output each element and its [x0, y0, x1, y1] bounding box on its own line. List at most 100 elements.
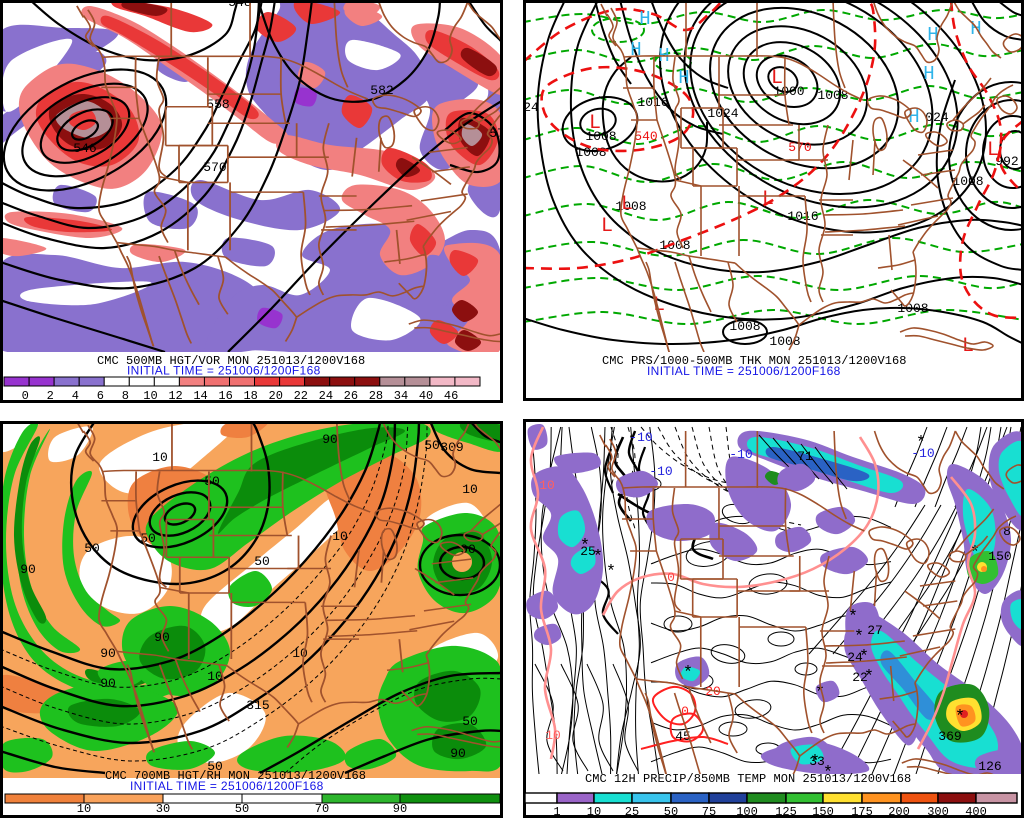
svg-text:CMC PRS/1000-500MB THK MON 251: CMC PRS/1000-500MB THK MON 251013/1200V1… [602, 354, 907, 368]
svg-text:10: 10 [539, 478, 555, 493]
svg-text:20: 20 [705, 684, 721, 699]
svg-text:*: * [815, 684, 825, 703]
svg-text:1008: 1008 [952, 174, 983, 189]
svg-text:10: 10 [207, 669, 223, 684]
svg-text:1008: 1008 [897, 301, 928, 316]
svg-text:27: 27 [867, 623, 883, 638]
svg-text:*: * [854, 628, 864, 647]
svg-text:28: 28 [369, 389, 383, 403]
svg-text:*: * [859, 648, 869, 667]
svg-text:315: 315 [246, 698, 269, 713]
svg-text:6: 6 [97, 389, 104, 403]
svg-text:400: 400 [965, 805, 987, 818]
svg-text:INITIAL TIME = 251006/1200F168: INITIAL TIME = 251006/1200F168 [127, 364, 321, 378]
svg-text:24: 24 [523, 100, 539, 115]
svg-text:50: 50 [84, 541, 100, 556]
svg-text:H: H [639, 8, 650, 30]
svg-text:CMC 500MB HGT/VOR MON 251013/1: CMC 500MB HGT/VOR MON 251013/1200V168 [97, 354, 365, 368]
svg-text:369: 369 [938, 729, 961, 744]
svg-text:22: 22 [294, 389, 308, 403]
svg-text:1008: 1008 [575, 145, 606, 160]
svg-text:90: 90 [20, 562, 36, 577]
svg-text:0: 0 [22, 389, 29, 403]
svg-text:50: 50 [235, 802, 249, 816]
svg-text:H: H [970, 18, 981, 40]
svg-text:INITIAL TIME = 251006/1200F168: INITIAL TIME = 251006/1200F168 [130, 779, 324, 793]
svg-text:50: 50 [204, 474, 220, 489]
svg-text:0: 0 [681, 704, 689, 719]
svg-text:70: 70 [315, 802, 329, 816]
svg-text:*: * [810, 753, 820, 772]
svg-text:22: 22 [852, 670, 868, 685]
svg-text:1016: 1016 [637, 95, 668, 110]
svg-text:4: 4 [72, 389, 79, 403]
svg-text:24: 24 [319, 389, 333, 403]
svg-text:*: * [970, 544, 980, 563]
svg-text:100: 100 [736, 805, 758, 818]
svg-text:582: 582 [370, 83, 393, 98]
svg-text:L: L [762, 188, 774, 211]
svg-text:H: H [678, 67, 689, 89]
svg-text:0: 0 [667, 570, 675, 585]
svg-text:L: L [589, 112, 601, 135]
svg-text:*: * [916, 434, 926, 453]
svg-text:300: 300 [927, 805, 949, 818]
svg-text:10: 10 [587, 805, 601, 818]
svg-text:34: 34 [394, 389, 408, 403]
svg-text:33: 33 [809, 754, 825, 769]
svg-text:75: 75 [702, 805, 716, 818]
svg-text:1008: 1008 [659, 238, 690, 253]
svg-text:18: 18 [243, 389, 257, 403]
svg-text:548: 548 [228, 0, 251, 10]
svg-text:L: L [771, 67, 783, 90]
svg-text:90: 90 [322, 432, 338, 447]
svg-text:50: 50 [207, 759, 223, 774]
svg-text:L: L [601, 215, 613, 238]
svg-text:50: 50 [424, 438, 440, 453]
svg-text:10: 10 [152, 450, 168, 465]
svg-text:50: 50 [462, 714, 478, 729]
svg-text:50: 50 [664, 805, 678, 818]
svg-text:1008: 1008 [585, 129, 616, 144]
svg-text:570: 570 [788, 140, 811, 155]
svg-text:126: 126 [978, 759, 1001, 774]
svg-text:14: 14 [193, 389, 207, 403]
svg-text:30: 30 [156, 802, 170, 816]
svg-text:175: 175 [851, 805, 873, 818]
svg-text:H: H [923, 63, 934, 85]
svg-text:50: 50 [254, 554, 270, 569]
svg-text:INITIAL TIME = 251006/1200F168: INITIAL TIME = 251006/1200F168 [647, 364, 841, 378]
svg-text:540: 540 [634, 129, 657, 144]
svg-text:*: * [683, 664, 693, 683]
svg-text:*: * [823, 764, 833, 783]
svg-text:-10: -10 [629, 430, 652, 445]
svg-text:024: 024 [925, 110, 949, 125]
svg-text:2: 2 [47, 389, 54, 403]
svg-text:1: 1 [553, 805, 560, 818]
svg-text:L: L [621, 193, 633, 216]
svg-text:-10: -10 [729, 447, 752, 462]
svg-text:1008: 1008 [729, 319, 760, 334]
svg-text:309: 309 [440, 440, 463, 455]
svg-text:16: 16 [218, 389, 232, 403]
svg-text:20: 20 [269, 389, 283, 403]
svg-text:1016: 1016 [787, 209, 818, 224]
svg-text:12: 12 [168, 389, 182, 403]
svg-text:90: 90 [450, 746, 466, 761]
svg-text:10: 10 [545, 728, 561, 743]
svg-text:10: 10 [332, 529, 348, 544]
svg-text:10: 10 [77, 802, 91, 816]
svg-text:90: 90 [100, 646, 116, 661]
svg-text:25: 25 [625, 805, 639, 818]
svg-text:8: 8 [122, 389, 129, 403]
svg-text:46: 46 [444, 389, 458, 403]
svg-text:*: * [580, 537, 590, 556]
svg-text:90: 90 [460, 542, 476, 557]
svg-text:57: 57 [489, 126, 503, 141]
svg-text:10: 10 [462, 482, 478, 497]
svg-text:H: H [908, 106, 919, 128]
svg-text:8: 8 [1003, 524, 1011, 539]
svg-text:200: 200 [888, 805, 910, 818]
svg-text:-10: -10 [649, 464, 672, 479]
svg-text:H: H [927, 24, 938, 46]
